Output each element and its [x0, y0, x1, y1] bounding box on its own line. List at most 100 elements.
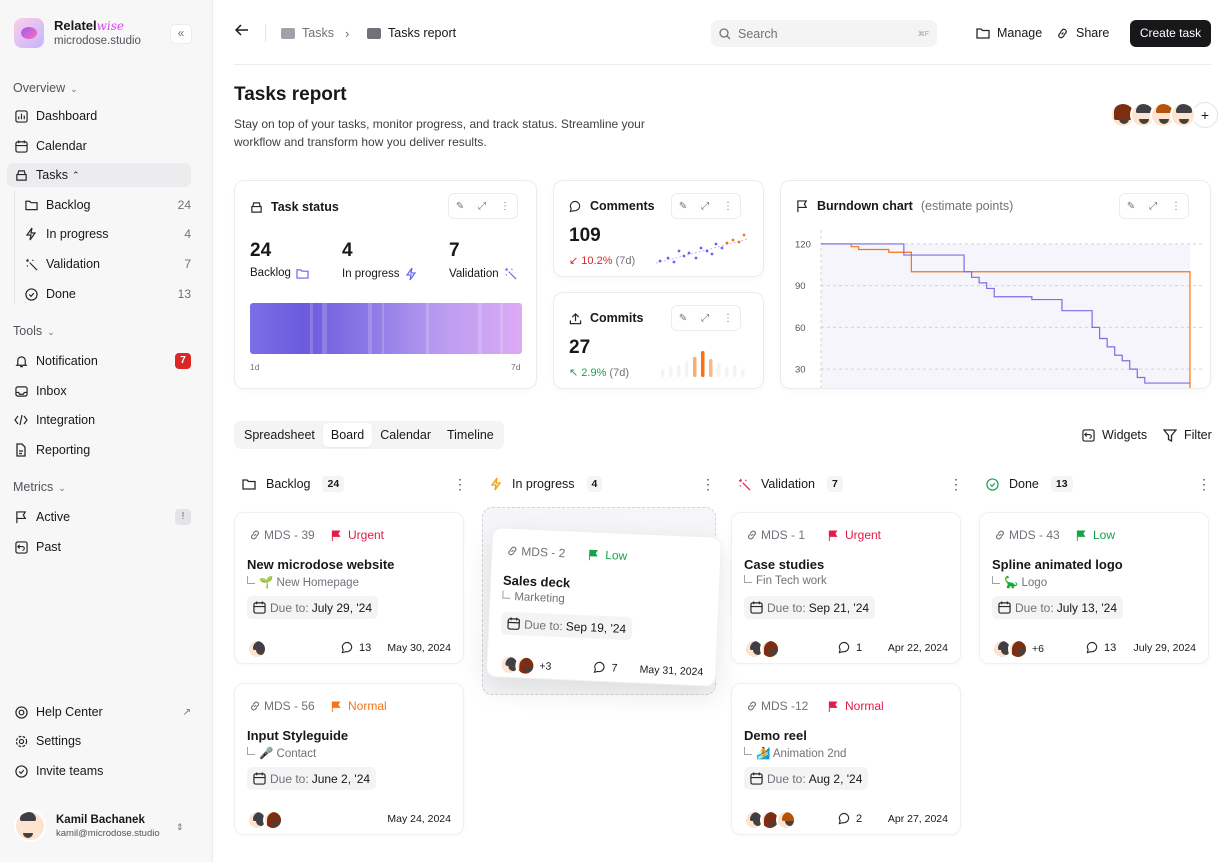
calendar-icon [253, 772, 266, 785]
tab-board[interactable]: Board [322, 423, 373, 447]
tab-timeline[interactable]: Timeline [446, 428, 494, 442]
assignees[interactable] [744, 639, 780, 659]
user-profile[interactable]: Kamil Bachanek kamil@microdose.studio [14, 810, 160, 842]
overview-section-toggle[interactable]: Overview ⌄ [13, 81, 78, 95]
created-date: May 30, 2024 [387, 642, 451, 654]
widgets-button[interactable]: Widgets [1082, 428, 1147, 442]
magic-wand-icon [738, 478, 751, 491]
column-menu-icon[interactable]: ⋮ [1197, 476, 1211, 492]
column-validation: Validation 7 [738, 474, 843, 494]
tab-calendar[interactable]: Calendar [380, 428, 431, 442]
breadcrumb-tasks[interactable]: Tasks [281, 26, 334, 40]
expand-icon[interactable]: ⤢ [478, 200, 487, 212]
brand[interactable]: Relatelwise microdose.studio [14, 18, 141, 48]
sidebar-item-validation[interactable]: Validation 7 [17, 252, 191, 276]
task-card-6[interactable]: MDS - 43 Low Spline animated logo 🦕 Logo… [979, 512, 1209, 664]
edit-icon[interactable]: ✎ [678, 200, 688, 212]
comment-count[interactable]: 7 [593, 661, 618, 675]
comment-count[interactable]: 2 [838, 812, 862, 825]
assignees[interactable] [247, 810, 283, 830]
metrics-section-toggle[interactable]: Metrics ⌄ [13, 480, 66, 494]
avatar [992, 639, 1012, 659]
edit-icon[interactable]: ✎ [1126, 200, 1136, 212]
due-date[interactable]: Due to: Sep 21, '24 [744, 596, 876, 619]
bell-icon [14, 354, 28, 368]
filter-button[interactable]: Filter [1163, 428, 1212, 442]
priority-badge[interactable]: Normal [331, 699, 387, 713]
link-icon [1056, 27, 1069, 40]
priority-badge[interactable]: Urgent [828, 528, 881, 542]
edit-icon[interactable]: ✎ [678, 312, 688, 324]
task-card-2[interactable]: MDS - 56 Normal Input Styleguide 🎤 Conta… [234, 683, 464, 835]
due-date[interactable]: Due to: July 29, '24 [247, 596, 379, 619]
more-icon[interactable]: ⋮ [500, 200, 511, 212]
create-task-button[interactable]: Create task [1130, 20, 1211, 47]
task-card-3[interactable]: MDS - 2 Low Sales deck Marketing Due to:… [485, 527, 723, 687]
member-avatars[interactable]: + [1110, 102, 1218, 128]
user-switch-icon[interactable]: ⇕ [176, 822, 184, 832]
sidebar-item-invite-teams[interactable]: Invite teams [7, 759, 191, 783]
created-date: Apr 27, 2024 [887, 813, 948, 825]
task-card-5[interactable]: MDS -12 Normal Demo reel 🏄 Animation 2nd… [731, 683, 961, 835]
sidebar-item-notification[interactable]: Notification 7 [7, 349, 191, 373]
flag-icon [14, 510, 28, 524]
sidebar-item-done[interactable]: Done 13 [17, 282, 191, 306]
commits-card: Commits ✎ ⤢ ⋮ 27 ↖ 2.9% (7d) [553, 292, 764, 389]
expand-icon[interactable]: ⤢ [1149, 200, 1158, 212]
comment-count[interactable]: 13 [341, 641, 371, 654]
priority-badge[interactable]: Urgent [331, 528, 384, 542]
sidebar-item-settings[interactable]: Settings [7, 729, 191, 753]
sidebar-item-in-progress[interactable]: In progress 4 [17, 222, 191, 246]
sidebar-item-active[interactable]: Active! [7, 505, 191, 529]
column-menu-icon[interactable]: ⋮ [453, 476, 467, 492]
task-card-1[interactable]: MDS - 39 Urgent New microdose website 🌱 … [234, 512, 464, 664]
more-icon[interactable]: ⋮ [723, 200, 734, 212]
priority-badge[interactable]: Low [1076, 528, 1115, 542]
task-project: 🌱 New Homepage [247, 575, 359, 589]
comment-count[interactable]: 13 [1086, 641, 1116, 654]
expand-icon[interactable]: ⤢ [701, 312, 710, 324]
column-menu-icon[interactable]: ⋮ [949, 476, 963, 492]
sidebar-item-tasks[interactable]: Tasks ⌃ [7, 163, 191, 187]
card-title: Burndown chart (estimate points) [796, 199, 1013, 213]
assignees[interactable]: +3 [498, 654, 552, 677]
folder-icon [367, 27, 381, 39]
expand-icon[interactable]: ⤢ [701, 200, 710, 212]
edit-icon[interactable]: ✎ [455, 200, 465, 212]
due-date[interactable]: Due to: June 2, '24 [247, 767, 377, 790]
priority-badge[interactable]: Low [588, 547, 628, 563]
due-date[interactable]: Due to: Sep 19, '24 [500, 611, 633, 641]
more-icon[interactable]: ⋮ [1171, 200, 1182, 212]
sidebar-item-backlog[interactable]: Backlog 24 [17, 193, 191, 217]
more-icon[interactable]: ⋮ [723, 312, 734, 324]
tools-section-toggle[interactable]: Tools ⌄ [13, 324, 55, 338]
due-date[interactable]: Due to: July 13, '24 [992, 596, 1124, 619]
back-arrow-icon[interactable] [235, 24, 249, 36]
task-project: 🏄 Animation 2nd [744, 746, 846, 760]
sidebar-item-help-center[interactable]: Help Center ↗ [7, 700, 191, 724]
assignees[interactable] [744, 810, 796, 830]
task-card-4[interactable]: MDS - 1 Urgent Case studies Fin Tech wor… [731, 512, 961, 664]
user-name: Kamil Bachanek [56, 813, 145, 826]
manage-button[interactable]: Manage [976, 26, 1042, 40]
assignees[interactable] [247, 639, 267, 659]
code-icon [14, 413, 28, 427]
sidebar-item-dashboard[interactable]: Dashboard [7, 104, 191, 128]
comment-count[interactable]: 1 [838, 641, 862, 654]
column-menu-icon[interactable]: ⋮ [701, 476, 715, 492]
sidebar-item-integration[interactable]: Integration [7, 408, 191, 432]
priority-badge[interactable]: Normal [828, 699, 884, 713]
assignees[interactable]: +6 [992, 639, 1044, 659]
search-input[interactable]: Search ⌘F [711, 20, 937, 47]
share-button[interactable]: Share [1056, 26, 1109, 40]
sidebar-item-calendar[interactable]: Calendar [7, 134, 191, 158]
collapse-sidebar-button[interactable]: « [170, 24, 192, 44]
sidebar-item-inbox[interactable]: Inbox [7, 379, 191, 403]
due-date[interactable]: Due to: Aug 2, '24 [744, 767, 869, 790]
calendar-icon [998, 601, 1011, 614]
flag-icon [588, 549, 599, 560]
tab-spreadsheet[interactable]: Spreadsheet [244, 428, 315, 442]
sidebar-item-reporting[interactable]: Reporting [7, 438, 191, 462]
sidebar-item-past[interactable]: Past [7, 535, 191, 559]
